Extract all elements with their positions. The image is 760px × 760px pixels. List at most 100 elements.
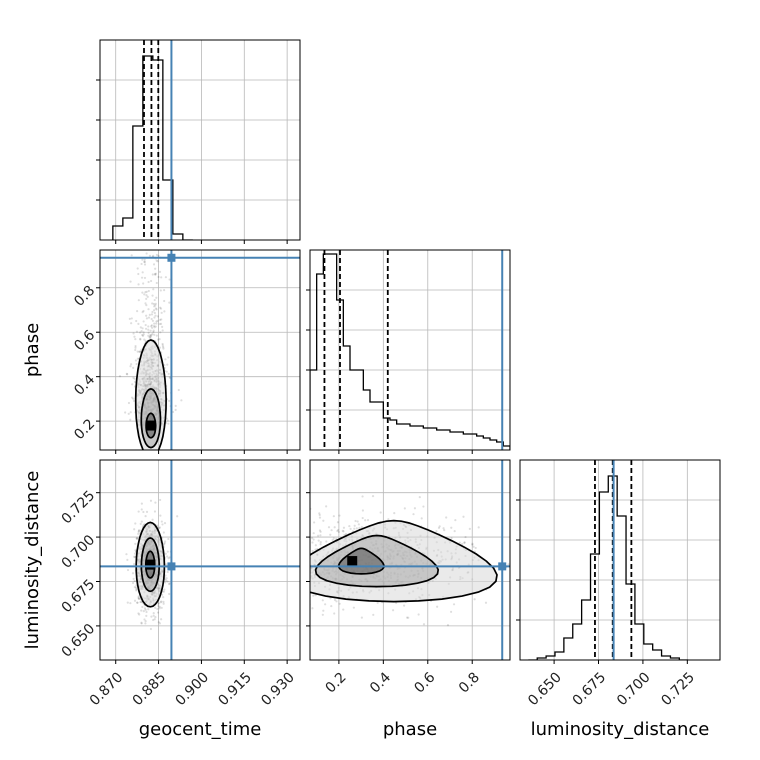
sample-point xyxy=(281,598,283,600)
sample-point xyxy=(319,534,322,537)
sample-point xyxy=(136,205,138,207)
sample-point xyxy=(166,363,169,366)
sample-point xyxy=(436,605,439,608)
sample-point xyxy=(162,602,165,605)
density-peak xyxy=(145,420,156,431)
sample-point xyxy=(133,586,136,589)
histogram-step-line xyxy=(310,253,510,450)
sample-point xyxy=(325,505,328,508)
sample-point xyxy=(154,302,157,305)
panel-frame xyxy=(99,249,301,451)
sample-point xyxy=(319,541,322,544)
sample-point xyxy=(161,325,164,328)
sample-point xyxy=(251,548,253,550)
sample-point xyxy=(294,525,296,527)
sample-point xyxy=(162,600,165,603)
sample-point xyxy=(442,527,445,530)
sample-point xyxy=(143,260,146,263)
sample-point xyxy=(270,552,272,554)
sample-point xyxy=(145,610,148,614)
sample-point xyxy=(134,344,137,348)
sample-point xyxy=(422,505,425,508)
sample-point xyxy=(140,609,143,612)
sample-point xyxy=(277,559,279,561)
sample-point xyxy=(166,570,169,574)
sample-point xyxy=(267,596,269,598)
sample-point xyxy=(332,515,335,518)
sample-point xyxy=(331,538,334,542)
sample-point xyxy=(348,525,351,528)
sample-point xyxy=(153,333,156,336)
sample-point xyxy=(154,246,156,248)
sample-point xyxy=(148,254,152,257)
panel-frame xyxy=(309,459,511,661)
sample-point xyxy=(413,507,417,510)
histogram-step-line xyxy=(528,475,689,660)
sample-point xyxy=(450,537,453,540)
sample-point xyxy=(163,310,166,313)
sample-point xyxy=(311,607,314,610)
sample-point xyxy=(144,327,148,330)
sample-point xyxy=(155,253,159,257)
sample-point xyxy=(267,604,269,606)
sample-point xyxy=(235,559,237,561)
sample-point xyxy=(225,572,227,574)
sample-point xyxy=(417,613,420,616)
sample-point xyxy=(260,560,262,562)
x-tick-label: 0.2 xyxy=(323,669,350,696)
sample-point xyxy=(141,258,144,261)
sample-point xyxy=(219,584,221,586)
sample-point xyxy=(233,574,235,576)
sample-point xyxy=(167,422,170,425)
scatter-panel-phase_vs_geocent_time xyxy=(100,155,300,450)
sample-point xyxy=(157,604,160,608)
sample-point xyxy=(133,528,136,531)
sample-point xyxy=(276,521,278,523)
histogram-phase xyxy=(310,250,510,450)
sample-point xyxy=(246,554,248,556)
sample-point xyxy=(160,276,163,279)
sample-point xyxy=(317,539,320,542)
sample-point xyxy=(144,339,147,342)
sample-point xyxy=(147,280,150,284)
sample-point xyxy=(132,376,135,379)
sample-point xyxy=(262,575,264,577)
sample-point xyxy=(322,519,325,522)
sample-point xyxy=(407,616,410,619)
truth-marker xyxy=(167,253,176,262)
sample-point xyxy=(155,308,158,311)
sample-point xyxy=(136,310,139,313)
sample-point xyxy=(155,259,158,262)
sample-point xyxy=(477,526,480,529)
sample-point xyxy=(145,294,148,297)
sample-point xyxy=(158,322,161,326)
sample-point xyxy=(471,542,474,545)
sample-point xyxy=(279,508,281,510)
sample-point xyxy=(154,307,157,310)
sample-point xyxy=(361,516,364,520)
sample-point xyxy=(152,614,155,617)
sample-point xyxy=(129,602,132,605)
sample-point xyxy=(163,299,166,303)
sample-point xyxy=(296,615,298,617)
sample-point xyxy=(147,155,149,157)
sample-point xyxy=(153,510,157,513)
sample-point xyxy=(156,260,159,263)
sample-point xyxy=(354,519,357,523)
sample-point xyxy=(129,411,132,414)
sample-point xyxy=(143,338,146,341)
sample-point xyxy=(250,583,252,585)
panel-frame xyxy=(309,249,511,451)
sample-point xyxy=(159,514,162,517)
sample-point xyxy=(312,594,315,597)
sample-point xyxy=(176,515,179,518)
sample-point xyxy=(301,584,303,586)
sample-point xyxy=(125,553,128,556)
sample-point xyxy=(158,607,161,610)
sample-point xyxy=(209,549,211,551)
sample-point xyxy=(230,550,232,552)
sample-point xyxy=(484,601,488,604)
sample-point xyxy=(160,520,163,523)
sample-point xyxy=(153,272,157,276)
sample-point xyxy=(147,325,150,328)
